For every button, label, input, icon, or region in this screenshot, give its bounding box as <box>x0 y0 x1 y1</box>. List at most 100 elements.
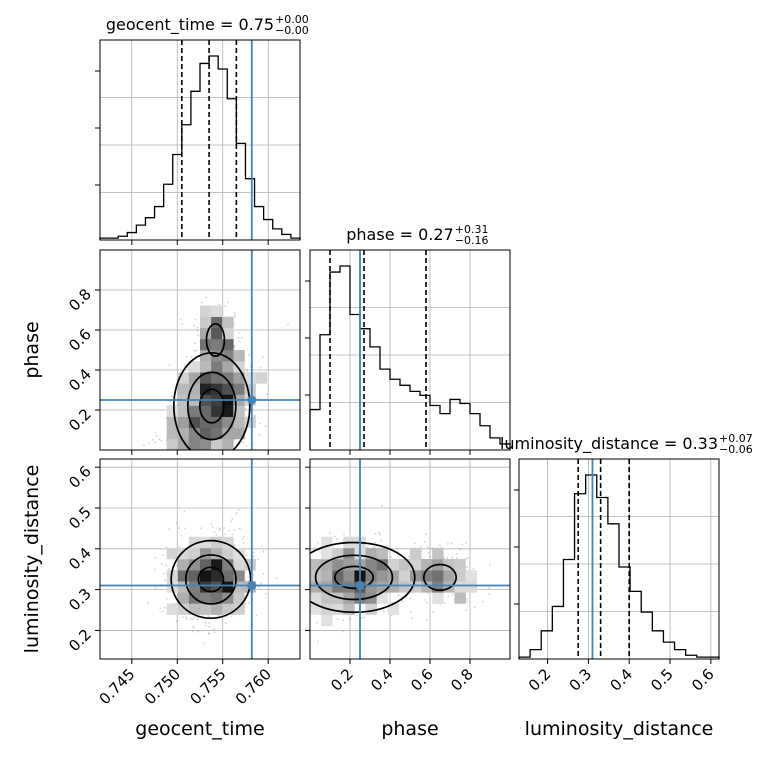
density-cell <box>376 592 389 604</box>
contour-line <box>197 566 225 593</box>
scatter-point <box>262 573 265 575</box>
density-cell <box>200 603 212 615</box>
scatter-point <box>306 585 308 587</box>
density-cell <box>166 405 179 417</box>
scatter-point <box>194 318 197 321</box>
scatter-point <box>292 598 294 600</box>
scatter-point <box>307 604 309 606</box>
scatter-point <box>280 601 282 603</box>
scatter-point <box>164 579 166 582</box>
scatter-point <box>213 631 216 634</box>
density-cell <box>410 581 422 593</box>
scatter-point <box>148 442 150 445</box>
density-cell <box>233 547 245 560</box>
density-layer <box>277 504 491 643</box>
density-cell <box>222 405 234 417</box>
scatter-point <box>154 431 157 434</box>
scatter-point <box>258 586 260 588</box>
density-cell <box>222 383 234 395</box>
density-cell <box>222 350 234 362</box>
density-cell <box>222 581 234 593</box>
scatter-point <box>397 594 400 596</box>
x-axis-label-phase: phase <box>381 718 438 740</box>
scatter-point <box>223 527 225 529</box>
density-cell <box>233 603 245 615</box>
scatter-point <box>282 567 284 569</box>
2d-panel-geocent-time-vs-luminosity-distance <box>95 458 301 664</box>
title-value: geocent_time = 0.75 <box>106 15 274 35</box>
density-cell <box>200 547 212 560</box>
contour-line <box>198 388 225 424</box>
scatter-point <box>447 542 449 545</box>
scatter-point <box>284 551 286 553</box>
contour-line <box>310 541 416 614</box>
scatter-point <box>302 574 304 576</box>
scatter-point <box>159 607 162 610</box>
density-cell <box>177 603 190 615</box>
density-cell <box>222 327 234 340</box>
scatter-point <box>410 611 413 613</box>
scatter-point <box>155 434 158 437</box>
scatter-point <box>213 531 216 534</box>
scatter-point <box>409 597 412 600</box>
density-cell <box>222 427 234 440</box>
density-cell <box>166 438 179 450</box>
scatter-point <box>461 543 464 546</box>
density-cell <box>211 372 223 384</box>
density-cell <box>211 405 223 417</box>
x-tick-label: 0.745 <box>96 665 139 708</box>
scatter-point <box>191 630 194 633</box>
scatter-point <box>197 630 200 633</box>
density-cell <box>211 603 223 615</box>
x-tick-label: 0.4 <box>606 665 636 695</box>
density-cell <box>211 305 223 317</box>
density-cell <box>188 372 201 384</box>
density-cell <box>365 592 377 604</box>
x-tick-label: 0.2 <box>525 665 555 695</box>
x-tick-label: 0.8 <box>447 665 477 695</box>
density-cell <box>200 581 212 593</box>
scatter-point <box>450 542 453 545</box>
density-cell <box>465 581 477 593</box>
scatter-point <box>208 626 211 628</box>
scatter-point <box>218 303 221 306</box>
scatter-point <box>215 533 218 536</box>
density-cell <box>188 547 201 560</box>
scatter-point <box>160 439 163 442</box>
density-cell <box>332 547 344 560</box>
contour-line <box>186 371 237 441</box>
scatter-point <box>246 369 249 372</box>
scatter-point <box>482 600 484 603</box>
scatter-point <box>213 628 215 630</box>
density-cell <box>177 592 190 604</box>
scatter-point <box>178 527 181 530</box>
scatter-point <box>200 301 203 304</box>
density-cell <box>200 427 212 440</box>
scatter-point <box>253 551 255 554</box>
scatter-point <box>147 602 150 604</box>
scatter-point <box>208 622 211 625</box>
scatter-point <box>233 438 236 441</box>
density-cell <box>321 614 333 626</box>
scatter-point <box>466 566 468 568</box>
scatter-point <box>189 618 192 620</box>
scatter-point <box>241 538 244 541</box>
density-cell <box>365 581 377 593</box>
scatter-point <box>426 601 428 604</box>
scatter-point <box>300 574 302 576</box>
scatter-point <box>443 602 446 605</box>
density-cell <box>343 570 355 582</box>
density-cell <box>332 570 344 582</box>
scatter-point <box>183 527 186 530</box>
scatter-point <box>302 580 304 582</box>
scatter-point <box>465 609 468 612</box>
density-cell <box>365 547 377 560</box>
density-cell <box>200 536 212 549</box>
scatter-point <box>277 558 279 560</box>
density-cell <box>387 581 400 593</box>
scatter-point <box>294 558 296 560</box>
scatter-point <box>171 395 173 398</box>
scatter-point <box>355 614 358 617</box>
density-cell <box>200 592 212 604</box>
scatter-point <box>179 318 182 321</box>
